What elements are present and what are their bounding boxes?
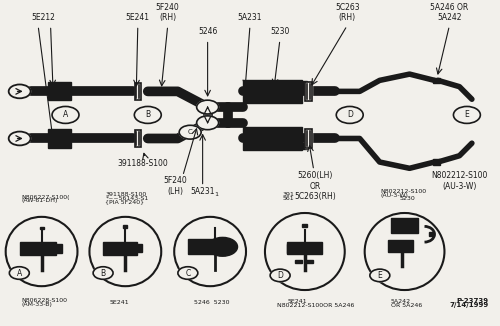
Bar [300,81,308,86]
Circle shape [8,84,30,98]
Circle shape [196,100,218,114]
Bar [52,244,62,253]
Bar [20,242,56,255]
Text: 391188-S100: 391188-S100 [118,159,168,168]
Text: 56142-S100: 56142-S100 [282,196,320,201]
Bar [288,243,322,254]
Text: {PIA 5F240}: {PIA 5F240} [106,200,144,205]
Bar [242,127,302,150]
Bar [391,218,418,232]
Bar [134,130,141,147]
Bar [312,244,320,253]
Text: (AU-3-W): (AU-3-W) [380,193,408,198]
Bar [242,80,302,103]
Text: P-23739: P-23739 [456,298,488,304]
Text: 5A231: 5A231 [190,187,215,196]
Text: 391188-S100: 391188-S100 [282,192,324,197]
Text: 5A246 OR
5A242: 5A246 OR 5A242 [430,3,469,22]
Circle shape [93,267,113,279]
Circle shape [178,267,198,279]
Text: C: C [188,129,192,135]
Circle shape [336,107,363,124]
Bar [134,130,141,147]
Text: B: B [145,111,150,119]
Bar [305,82,312,101]
Bar [302,224,308,227]
Text: C: C [185,269,190,277]
Circle shape [134,107,161,124]
Text: A: A [63,111,68,119]
Bar [305,129,312,148]
Text: 7/14/1999: 7/14/1999 [449,302,488,308]
Text: B: B [100,269,105,277]
Text: E: E [378,271,382,280]
Bar [305,129,312,148]
Text: 5230: 5230 [270,27,289,37]
Text: 5A242: 5A242 [390,299,410,304]
Bar [300,143,308,149]
Text: *~~56143-S1: *~~56143-S1 [106,196,148,201]
Text: 5E241: 5E241 [126,13,150,22]
Text: 5F240
(LH): 5F240 (LH) [164,176,187,196]
Text: 5260(LH)
OR
5C263(RH): 5260(LH) OR 5C263(RH) [294,171,336,201]
Text: N802212-S100: N802212-S100 [380,189,427,194]
Text: 5C263
(RH): 5C263 (RH) [335,3,359,22]
Text: 5246  5230: 5246 5230 [194,300,230,304]
Bar [305,82,312,101]
Bar [104,242,138,255]
Text: E: E [464,111,469,119]
Bar [288,244,298,253]
Text: 391188-S100: 391188-S100 [106,192,146,197]
Text: 5E212: 5E212 [31,13,55,22]
Circle shape [208,237,238,256]
Text: 5E241: 5E241 [110,300,129,304]
Circle shape [196,116,218,130]
Text: N802212-S100
(AU-3-W): N802212-S100 (AU-3-W) [431,171,488,191]
Text: (AW-61-DH): (AW-61-DH) [22,199,58,203]
Bar [134,83,141,100]
Text: N806228-S100: N806228-S100 [22,298,68,303]
Bar [296,260,302,263]
Text: 5E241: 5E241 [288,299,307,304]
Text: N802212-S100OR 5A246: N802212-S100OR 5A246 [278,303,355,308]
Circle shape [52,107,79,124]
Text: 5246: 5246 [198,27,218,37]
Circle shape [270,269,290,282]
Text: D: D [347,111,352,119]
Text: A: A [16,269,22,277]
Bar [40,227,44,229]
Text: OR 5A246: OR 5A246 [390,303,422,308]
Bar [434,159,440,165]
Bar [124,225,128,228]
Bar [134,244,142,252]
Text: N806227-S100(: N806227-S100( [22,195,70,200]
Circle shape [454,107,480,124]
Text: 5A231: 5A231 [199,192,219,197]
Text: 5F240
(RH): 5F240 (RH) [156,3,180,22]
Bar [306,260,314,263]
Text: 5A231: 5A231 [238,13,262,22]
Circle shape [179,125,201,139]
Bar [429,232,434,236]
Circle shape [370,269,390,282]
Bar [388,240,413,252]
Bar [48,82,70,100]
Text: 5230: 5230 [400,196,415,201]
Bar [434,78,440,83]
Circle shape [10,267,29,279]
Text: (AM-33-B): (AM-33-B) [22,302,52,307]
Bar [48,129,70,148]
Circle shape [8,132,30,145]
Text: D: D [277,271,283,280]
Bar [134,83,141,100]
Bar [188,239,216,254]
